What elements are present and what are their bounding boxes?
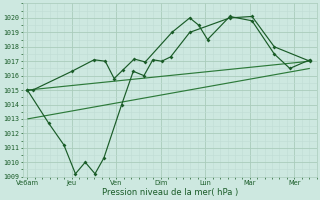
- X-axis label: Pression niveau de la mer( hPa ): Pression niveau de la mer( hPa ): [102, 188, 238, 197]
